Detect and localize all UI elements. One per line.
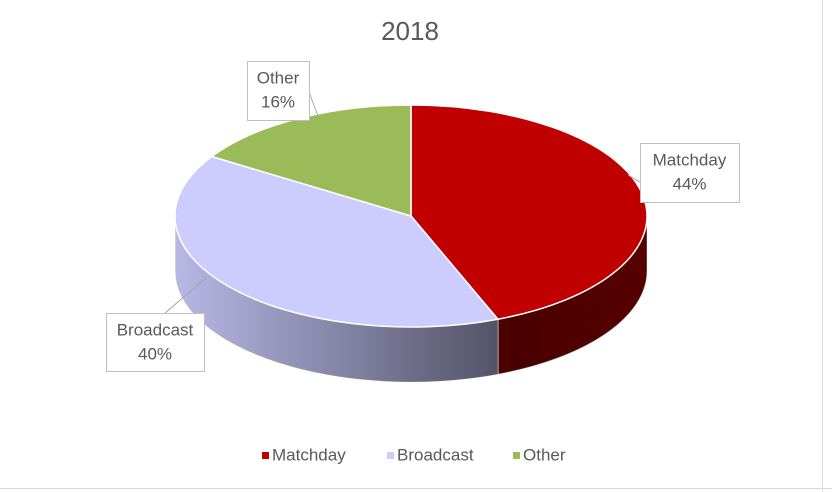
label-box (640, 143, 740, 203)
slice-side-shade (497, 216, 647, 375)
legend-marker (262, 452, 269, 459)
legend-marker (387, 452, 394, 459)
legend-label: Broadcast (397, 445, 474, 464)
legend-marker (513, 452, 520, 459)
slice (174, 155, 500, 328)
legend-label: Matchday (272, 445, 346, 464)
label-value: 44% (672, 174, 706, 193)
leader-line (627, 174, 641, 183)
leader-line (308, 91, 319, 117)
pie (174, 104, 648, 383)
label-category: Broadcast (117, 320, 194, 339)
slice-side-shade (175, 216, 498, 383)
data-labels: Matchday 44% Broadcast 40% Other 16% (106, 61, 740, 372)
legend-label: Other (523, 445, 566, 464)
label-box (247, 61, 310, 121)
label-box (106, 313, 205, 372)
label-category: Matchday (653, 150, 727, 169)
label-category: Other (257, 68, 300, 87)
chart-title: 2018 (381, 16, 439, 46)
legend: Matchday Broadcast Other (262, 445, 566, 464)
leader-line (164, 277, 207, 314)
label-value: 16% (261, 92, 295, 111)
label-value: 40% (138, 344, 172, 363)
